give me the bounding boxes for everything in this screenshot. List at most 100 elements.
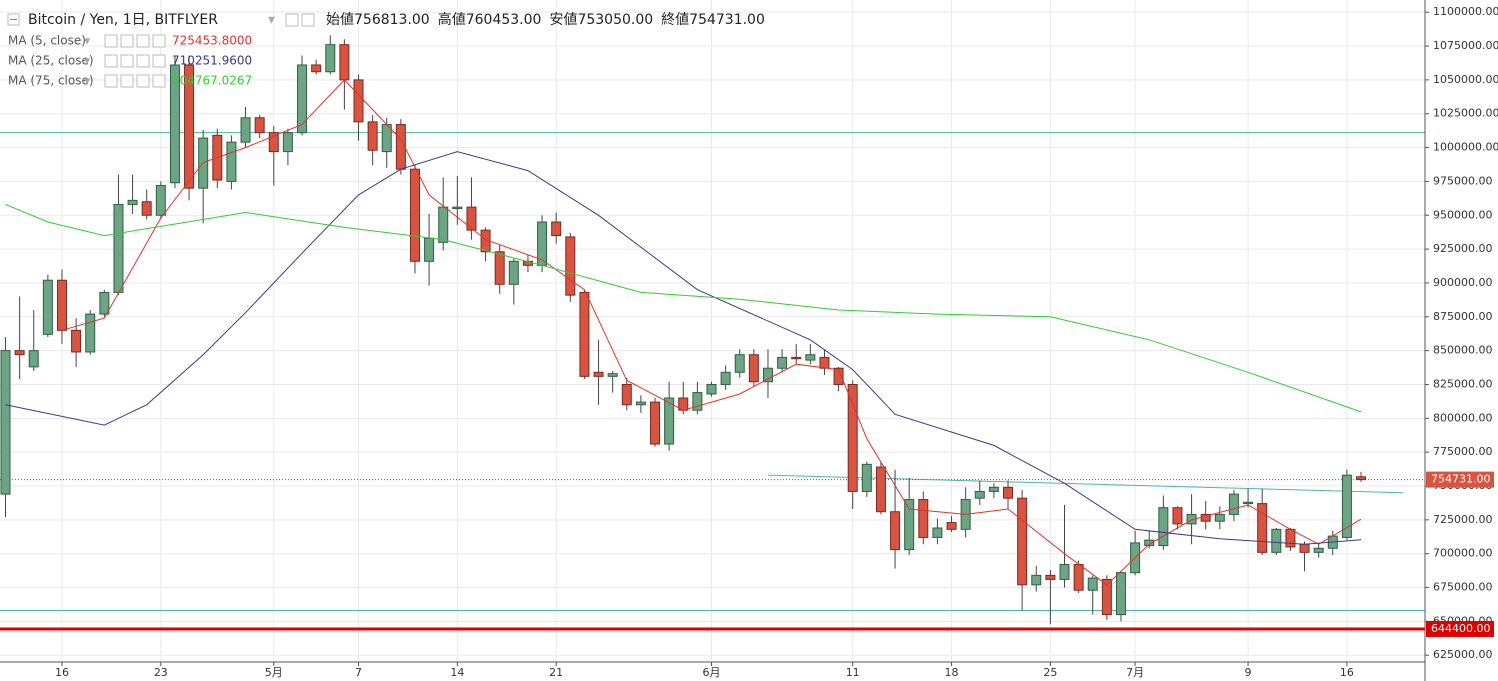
legend-area: Bitcoin / Yen, 1日, BITFLYER ▼ 始値756813.0… bbox=[7, 11, 765, 28]
candle-body bbox=[777, 356, 788, 369]
x-tick-label: 16 bbox=[1340, 666, 1354, 679]
y-tick-label: 775000.00 bbox=[1433, 445, 1493, 458]
candle-body bbox=[1073, 564, 1084, 591]
trend-line bbox=[767, 474, 1404, 494]
candle-body bbox=[226, 141, 237, 182]
candle-body bbox=[381, 124, 392, 153]
candle-body bbox=[650, 401, 661, 445]
candle-body bbox=[805, 354, 816, 361]
candle-body bbox=[1228, 493, 1239, 515]
x-tick-label: 14 bbox=[450, 666, 464, 679]
legend-value: 710251.9600 bbox=[172, 54, 252, 68]
ohlc-value: 756813.00 bbox=[354, 12, 430, 28]
legend-name: MA (25, close) bbox=[8, 54, 94, 68]
candle-body bbox=[974, 490, 985, 499]
candle-body bbox=[734, 354, 745, 373]
legend-value: 725453.8000 bbox=[172, 34, 252, 48]
ohlc-value: 760453.00 bbox=[466, 12, 542, 28]
candle-body bbox=[904, 499, 915, 551]
x-tick-label: 6月 bbox=[703, 666, 721, 679]
candle-body bbox=[1031, 574, 1042, 586]
candle-body bbox=[819, 356, 830, 369]
dropdown-caret[interactable]: ▼ bbox=[84, 57, 91, 66]
ohlc-value: 754731.00 bbox=[689, 12, 765, 28]
legend-icon[interactable] bbox=[136, 74, 150, 88]
y-tick-label: 825000.00 bbox=[1433, 377, 1493, 390]
legend-icon[interactable] bbox=[120, 34, 134, 48]
x-tick-label: 21 bbox=[549, 666, 563, 679]
dropdown-caret[interactable]: ▼ bbox=[268, 16, 275, 26]
legend-icon[interactable] bbox=[104, 34, 118, 48]
candle-body bbox=[141, 201, 152, 216]
legend-icon[interactable] bbox=[152, 74, 166, 88]
ohlc-name: 始値 bbox=[326, 12, 354, 28]
legend-icon[interactable] bbox=[104, 74, 118, 88]
y-tick-label: 925000.00 bbox=[1433, 242, 1493, 255]
candle-body bbox=[1144, 539, 1155, 547]
legend-icon[interactable] bbox=[136, 54, 150, 68]
plot-area bbox=[0, 0, 1425, 662]
dropdown-caret[interactable]: ▼ bbox=[84, 37, 91, 46]
dropdown-caret[interactable]: ▼ bbox=[84, 77, 91, 86]
candle-body bbox=[1257, 503, 1268, 553]
candle-body bbox=[946, 522, 957, 530]
candle-body bbox=[325, 44, 336, 73]
legend-icon[interactable] bbox=[120, 74, 134, 88]
candle-body bbox=[367, 121, 378, 151]
legend-name: MA (5, close) bbox=[8, 34, 86, 48]
y-tick-label: 1000000.00 bbox=[1433, 141, 1498, 154]
price-tag bbox=[1426, 471, 1494, 488]
candle-body bbox=[155, 184, 166, 216]
candle-body bbox=[833, 367, 844, 385]
y-tick-label: 1075000.00 bbox=[1433, 39, 1498, 52]
candle-body bbox=[988, 486, 999, 492]
candle-body bbox=[762, 367, 773, 383]
candle-body bbox=[184, 64, 195, 189]
candle-body bbox=[748, 354, 759, 383]
candle-body bbox=[14, 350, 25, 356]
candle-body bbox=[1243, 501, 1254, 505]
price-tag-label: 754731.00 bbox=[1431, 473, 1491, 486]
candle-body bbox=[240, 117, 251, 143]
moving-average-line bbox=[61, 79, 1362, 586]
candle-body bbox=[1045, 574, 1056, 580]
candle-body bbox=[1299, 543, 1310, 553]
legend-name: MA (75, close) bbox=[8, 74, 94, 88]
candle-body bbox=[706, 383, 717, 395]
x-tick-label: 16 bbox=[55, 666, 69, 679]
candle-body bbox=[452, 206, 463, 209]
x-tick-label: 25 bbox=[1043, 666, 1057, 679]
y-tick-label: 975000.00 bbox=[1433, 174, 1493, 187]
x-tick-label: 5月 bbox=[265, 666, 283, 679]
legend-icon[interactable] bbox=[152, 54, 166, 68]
candle-body bbox=[99, 291, 110, 315]
ohlc-readout: 始値756813.00 高値760453.00 安値753050.00 終値75473… bbox=[326, 11, 765, 28]
candle-body bbox=[127, 199, 138, 205]
x-tick-label: 18 bbox=[945, 666, 959, 679]
ohlc-name: 終値 bbox=[661, 12, 689, 28]
legend-icon[interactable] bbox=[120, 54, 134, 68]
candle-body bbox=[311, 64, 322, 73]
legend-icon[interactable] bbox=[152, 34, 166, 48]
candle-body bbox=[607, 373, 618, 377]
legend-icon[interactable] bbox=[104, 54, 118, 68]
settings-icon[interactable] bbox=[285, 13, 299, 27]
candle-body bbox=[875, 466, 886, 513]
settings-icon[interactable] bbox=[301, 13, 315, 27]
candle-body bbox=[1271, 528, 1282, 553]
candle-body bbox=[1003, 486, 1014, 499]
candle-body bbox=[85, 313, 96, 353]
candle-body bbox=[71, 329, 82, 353]
candle-body bbox=[1356, 476, 1367, 481]
y-tick-label: 700000.00 bbox=[1433, 547, 1493, 560]
candle-body bbox=[720, 371, 731, 385]
y-tick-label: 1025000.00 bbox=[1433, 107, 1498, 120]
ohlc-name: 安値 bbox=[549, 12, 577, 28]
candle-body bbox=[0, 350, 11, 495]
candle-body bbox=[890, 511, 901, 551]
legend-icon[interactable] bbox=[136, 34, 150, 48]
price-tag bbox=[1426, 620, 1494, 637]
candle-body bbox=[593, 371, 604, 377]
candle-body bbox=[1341, 474, 1352, 538]
candle-body bbox=[1158, 507, 1169, 547]
